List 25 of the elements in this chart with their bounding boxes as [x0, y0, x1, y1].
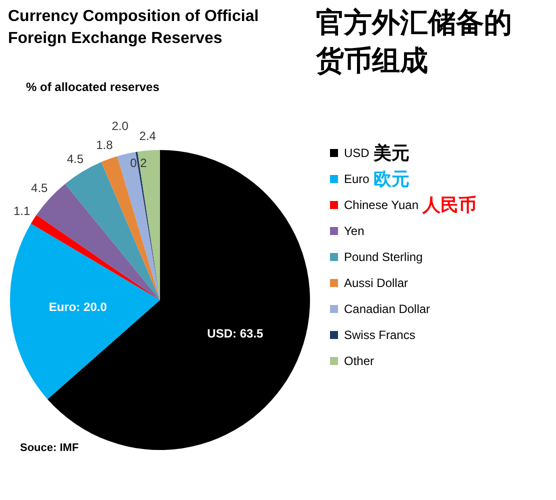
legend-label: Swiss Francs	[344, 328, 416, 342]
legend-label: Euro	[344, 172, 370, 186]
legend-label: Chinese Yuan	[344, 198, 419, 212]
data-label: 2.4	[139, 128, 156, 143]
data-label: 4.5	[66, 152, 84, 166]
text: 官方外汇储备的货币组成	[316, 5, 513, 79]
text: Souce: IMF	[20, 442, 79, 454]
data-label: Euro: 20.0	[48, 300, 108, 314]
data-label: 4.5	[31, 181, 48, 196]
data-label: 1.8	[96, 138, 114, 152]
data-label: 2.0	[112, 118, 129, 133]
data-label: 0.2	[130, 156, 148, 170]
chart-subtitle: % of allocated reserves	[26, 80, 160, 94]
legend-label: Pound Sterling	[344, 250, 423, 264]
text: 欧元	[373, 169, 410, 190]
data-label: 1.1	[13, 204, 30, 218]
data-label: USD: 63.5	[207, 326, 264, 340]
text: 美元	[373, 143, 410, 164]
legend-label: USD	[344, 146, 370, 160]
legend-label: Other	[344, 354, 374, 368]
legend-label: Canadian Dollar	[344, 302, 430, 316]
text: 人民币	[422, 195, 477, 216]
chart-title: Currency Composition of Official Foreign Exchange Reserves	[8, 7, 260, 49]
legend-label: Aussi Dollar	[344, 276, 408, 290]
legend-label: Yen	[344, 224, 364, 238]
